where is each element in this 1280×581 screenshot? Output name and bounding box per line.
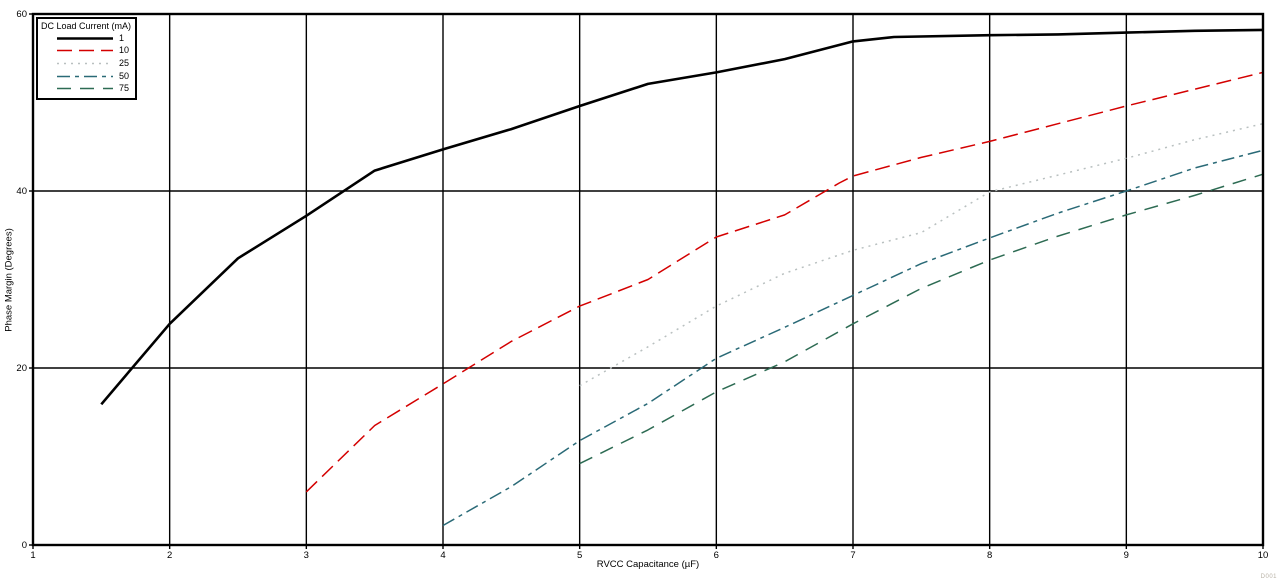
- x-tick-label: 10: [1258, 550, 1269, 561]
- y-tick-label: 40: [16, 186, 27, 197]
- x-tick-label: 9: [1124, 550, 1129, 561]
- legend-item-label: 10: [119, 45, 130, 56]
- y-tick-label: 20: [16, 363, 27, 374]
- y-tick-label: 60: [16, 9, 27, 20]
- figure-id-watermark: D001: [1260, 574, 1277, 580]
- legend-item: 10: [41, 45, 135, 58]
- x-tick-label: 6: [714, 550, 719, 561]
- x-tick-label: 3: [304, 550, 309, 561]
- legend-item-label: 25: [119, 57, 130, 68]
- legend: DC Load Current (mA) 1 10 25 50 75: [36, 17, 137, 100]
- legend-title: DC Load Current (mA): [41, 21, 132, 31]
- y-axis-title: Phase Margin (Degrees): [3, 228, 15, 332]
- legend-line-sample: [57, 37, 113, 40]
- legend-line-sample: [57, 75, 113, 77]
- x-tick-label: 2: [167, 550, 172, 561]
- x-tick-label: 7: [850, 550, 855, 561]
- legend-line-sample: [57, 87, 113, 90]
- x-tick-label: 5: [577, 550, 582, 561]
- legend-item-label: 50: [119, 70, 130, 81]
- legend-item-label: 75: [119, 83, 130, 94]
- plot-border: [31, 12, 1265, 547]
- legend-line-sample: [57, 62, 113, 65]
- series-75-line: [579, 173, 1264, 465]
- x-tick-label: 1: [30, 550, 35, 561]
- legend-line-sample: [57, 50, 113, 52]
- series-50-line: [442, 149, 1264, 527]
- legend-item: 1: [41, 32, 135, 45]
- legend-item: 75: [41, 82, 135, 95]
- legend-item: 50: [41, 70, 135, 83]
- x-tick-label: 4: [440, 550, 445, 561]
- legend-item-label: 1: [119, 32, 125, 43]
- x-axis-title: RVCC Capacitance (µF): [596, 559, 700, 570]
- legend-item: 25: [41, 57, 135, 70]
- series-25-line: [579, 122, 1264, 387]
- y-tick-label: 0: [22, 540, 27, 551]
- x-tick-label: 8: [987, 550, 992, 561]
- series-10-line: [305, 71, 1264, 493]
- series-1-line: [100, 28, 1264, 406]
